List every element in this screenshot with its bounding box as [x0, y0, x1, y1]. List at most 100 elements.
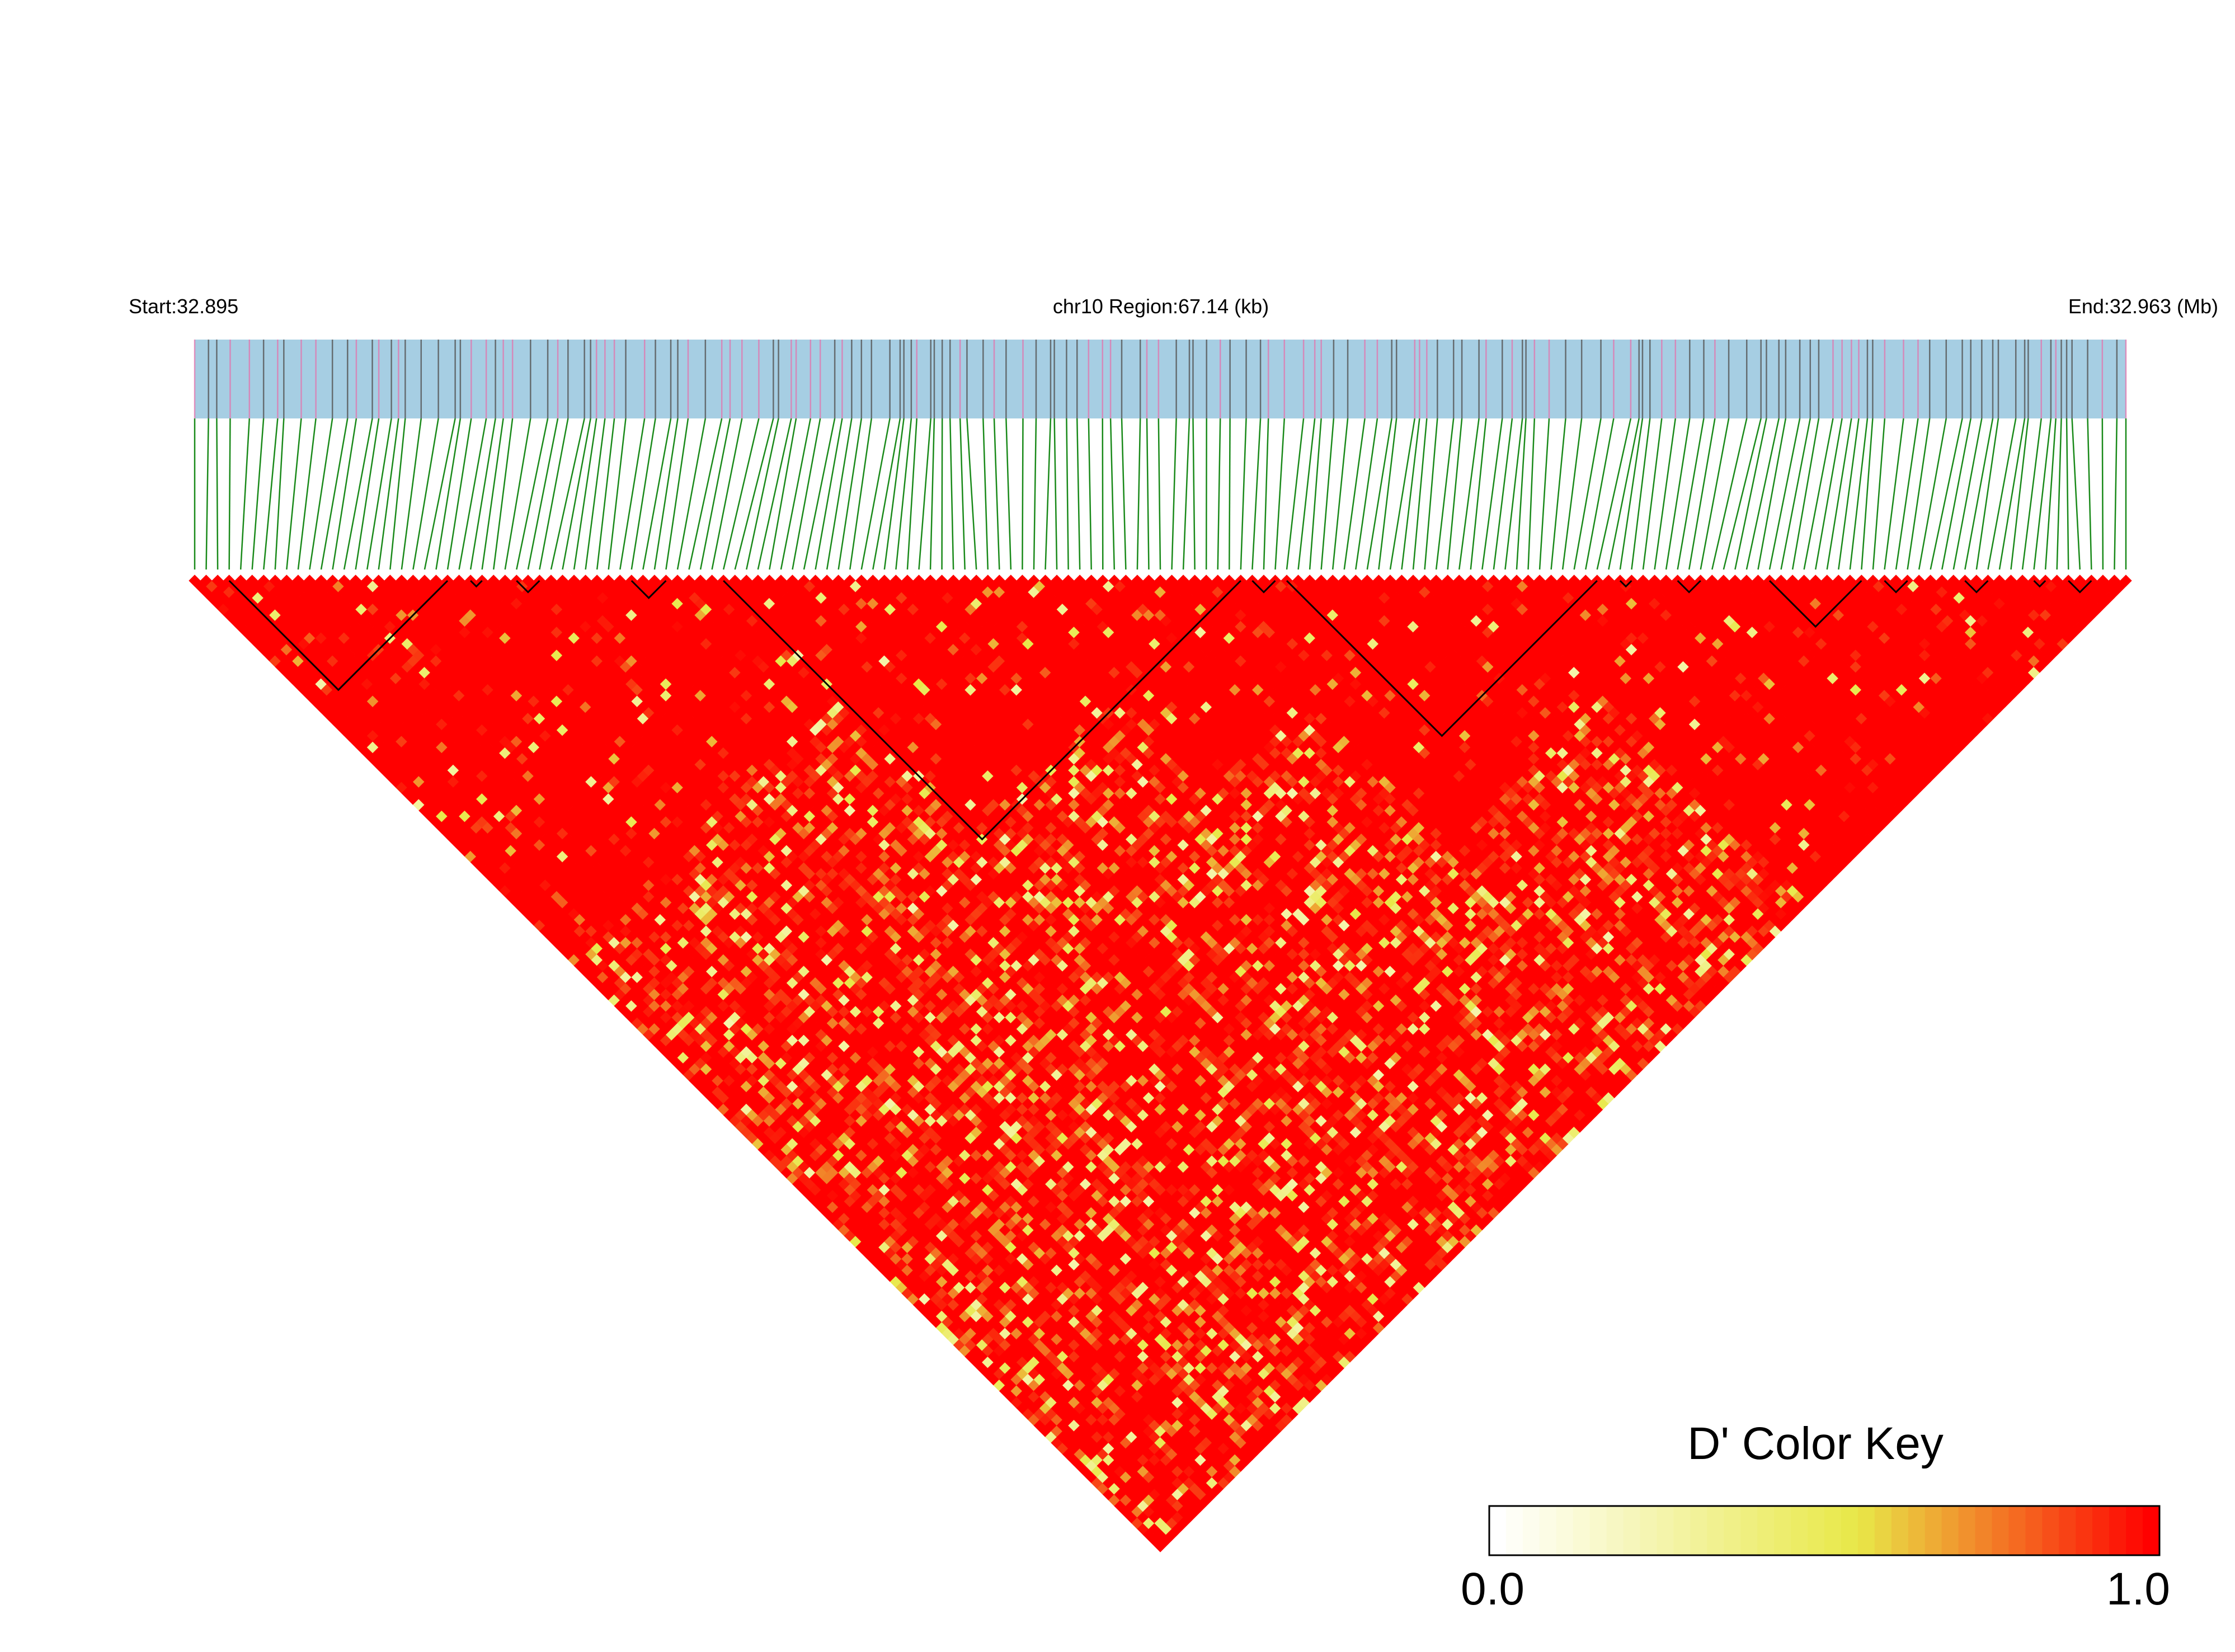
connector-line	[1493, 418, 1513, 570]
connector-line	[1723, 418, 1762, 570]
connector-line	[412, 418, 439, 570]
connector-line	[446, 418, 472, 570]
connector-line	[1343, 418, 1366, 570]
connector-line	[959, 418, 966, 570]
track-band	[195, 340, 2126, 418]
region-start-label: Start:32.895	[129, 295, 238, 318]
connector-line	[1838, 418, 1860, 570]
connector-line	[642, 418, 672, 570]
connector-line	[1550, 418, 1566, 570]
connector-line	[653, 418, 679, 570]
connector-line	[746, 418, 779, 570]
connector-line	[1964, 418, 1994, 570]
ld-triangle-heatmap	[189, 575, 2132, 1552]
connector-line	[1596, 418, 1632, 570]
connector-line	[1504, 418, 1523, 570]
connector-line	[1366, 418, 1392, 570]
connector-line	[1895, 418, 1919, 570]
connector-line	[1205, 418, 1207, 570]
connector-line	[1930, 418, 1963, 570]
connector-line	[699, 418, 731, 570]
connector-line	[1700, 418, 1730, 570]
connector-line	[1320, 418, 1335, 570]
connector-line	[1458, 418, 1480, 570]
connector-line	[1688, 418, 1716, 570]
connector-line	[562, 418, 591, 570]
connector-line	[918, 418, 931, 570]
connector-line	[1608, 418, 1640, 570]
connector-line	[769, 418, 797, 570]
connector-line	[1654, 418, 1677, 570]
connector-line	[1109, 418, 1116, 570]
connector-line	[676, 418, 707, 570]
connector-line	[826, 418, 853, 570]
connector-line	[883, 418, 905, 570]
connector-line	[1076, 418, 1081, 570]
connector-line	[734, 418, 774, 570]
connector-line	[1435, 418, 1455, 570]
connector-line	[815, 418, 843, 570]
connector-line	[1481, 418, 1503, 570]
connector-line	[1309, 418, 1322, 570]
connector-line	[320, 418, 349, 570]
connector-line	[1527, 418, 1536, 570]
connector-line	[2033, 418, 2052, 570]
connector-line	[1355, 418, 1378, 570]
connector-line	[849, 418, 872, 570]
connector-line	[1573, 418, 1602, 570]
connector-line	[1711, 418, 1748, 570]
connector-line	[1263, 418, 1269, 570]
connector-line	[1121, 418, 1127, 570]
connector-line	[424, 418, 456, 570]
connector-line	[1389, 418, 1416, 570]
connector-line	[2071, 418, 2081, 570]
connector-line	[941, 418, 943, 570]
connector-line	[1585, 418, 1615, 570]
connector-line	[1516, 418, 1527, 570]
connector-line	[1791, 418, 1820, 570]
connector-line	[516, 418, 549, 570]
connector-line	[1642, 418, 1663, 570]
connector-line	[860, 418, 891, 570]
connector-line	[251, 418, 265, 570]
connector-line	[929, 418, 935, 570]
snp-position-track	[194, 340, 2127, 418]
connector-line	[608, 418, 627, 570]
connector-line	[1136, 418, 1141, 570]
connector-line	[1538, 418, 1550, 570]
connector-line	[1192, 418, 1196, 570]
connector-line	[309, 418, 333, 570]
snp-connector-lines	[194, 418, 2127, 570]
connector-line	[1803, 418, 1834, 570]
connector-line	[286, 418, 302, 570]
connector-line	[1401, 418, 1420, 570]
connector-line	[1066, 418, 1069, 570]
connector-line	[803, 418, 836, 570]
connector-line	[481, 418, 504, 570]
connector-line	[343, 418, 373, 570]
connector-line	[492, 418, 514, 570]
connector-line	[837, 418, 863, 570]
connector-line	[630, 418, 656, 570]
connector-line	[1814, 418, 1843, 570]
connector-line	[780, 418, 811, 570]
connector-line	[711, 418, 743, 570]
connector-line	[2056, 418, 2062, 570]
connector-line	[1044, 418, 1052, 570]
connector-line	[205, 418, 209, 570]
connector-line	[1033, 418, 1037, 570]
connector-line	[1005, 418, 1012, 570]
connector-line	[596, 418, 615, 570]
connector-line	[1088, 418, 1092, 570]
connector-line	[389, 418, 406, 570]
connector-line	[550, 418, 585, 570]
connector-line	[2010, 418, 2029, 570]
connector-line	[1861, 418, 1874, 570]
connector-line	[1378, 418, 1398, 570]
connector-line	[757, 418, 792, 570]
connector-line	[2087, 418, 2092, 570]
connector-line	[332, 418, 357, 570]
connector-line	[1952, 418, 1983, 570]
connector-line	[1424, 418, 1438, 570]
